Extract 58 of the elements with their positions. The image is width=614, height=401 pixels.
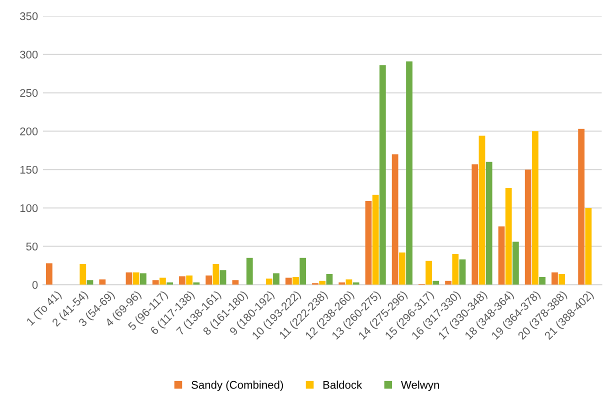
y-tick-label: 100	[20, 204, 38, 212]
bar	[452, 254, 459, 285]
bar	[46, 263, 52, 285]
bar	[319, 280, 326, 285]
bar	[532, 131, 538, 285]
bar	[179, 276, 186, 285]
legend-label: Welwyn	[401, 380, 439, 391]
bar	[266, 278, 272, 285]
bar	[379, 65, 386, 285]
bar	[392, 154, 398, 285]
bar	[552, 272, 558, 285]
bar	[140, 273, 146, 285]
bar	[406, 61, 412, 285]
bar	[365, 201, 372, 285]
y-tick-label: 0	[32, 280, 38, 289]
bar	[273, 273, 280, 285]
bar	[486, 162, 492, 285]
bar	[212, 264, 220, 285]
bar	[246, 258, 253, 285]
bar	[300, 258, 306, 285]
bar	[372, 194, 379, 285]
bar	[206, 276, 212, 285]
bar	[285, 278, 292, 285]
bar	[186, 276, 193, 285]
bar	[80, 264, 86, 285]
legend-label: Baldock	[323, 380, 362, 389]
bar	[398, 252, 406, 285]
legend-label: Sandy (Combined)	[192, 380, 283, 391]
y-tick-label: 50	[26, 242, 38, 250]
bar	[459, 259, 466, 285]
bar	[426, 260, 432, 285]
bar	[292, 277, 299, 285]
bar	[220, 270, 226, 285]
bar	[86, 280, 94, 285]
bar	[498, 226, 505, 285]
bar	[524, 170, 532, 285]
y-tick-label: 350	[20, 12, 38, 20]
bar	[505, 188, 512, 285]
bar	[132, 272, 140, 285]
bar	[232, 280, 239, 285]
bar	[99, 279, 106, 285]
bar	[432, 280, 440, 285]
bar	[558, 274, 566, 285]
bar	[578, 128, 585, 285]
y-tick-label: 200	[20, 127, 38, 136]
bar	[445, 280, 452, 285]
y-tick-label: 300	[20, 50, 38, 59]
bar	[478, 136, 486, 285]
bar	[512, 242, 519, 285]
bar	[585, 208, 592, 285]
bar	[539, 277, 546, 285]
bar	[126, 272, 132, 285]
y-tick-label: 150	[20, 166, 38, 174]
bar	[472, 164, 478, 285]
bar	[326, 274, 333, 285]
y-tick-label: 250	[20, 89, 38, 97]
bar	[152, 280, 159, 285]
bar	[160, 278, 166, 285]
